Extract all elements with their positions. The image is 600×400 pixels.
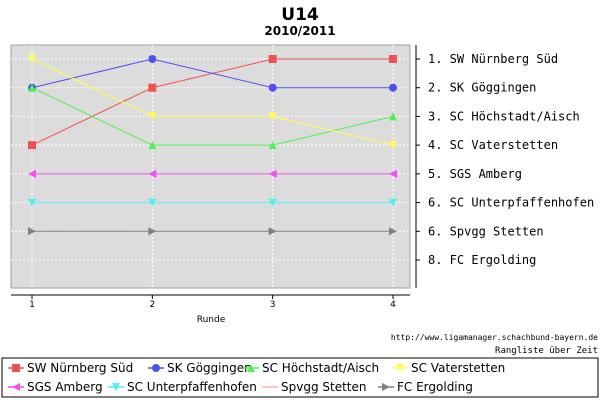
legend-marker [247, 364, 255, 372]
legend-marker [12, 364, 20, 372]
data-point [389, 112, 397, 121]
rank-label: 2. SK Göggingen [428, 81, 536, 95]
data-point [148, 83, 157, 92]
data-point [268, 227, 277, 236]
plot-area [10, 44, 411, 289]
data-point [28, 169, 36, 178]
data-point [148, 55, 157, 63]
data-point [268, 55, 277, 63]
legend-label: SC Vaterstetten [411, 361, 505, 375]
legend-marker [12, 383, 20, 391]
x-axis: 1 2 3 4 [11, 294, 410, 310]
data-point [148, 169, 157, 178]
rank-label: 1. SW Nürnberg Süd [428, 52, 558, 66]
chart-title: U14 [281, 5, 319, 25]
data-point [148, 112, 157, 121]
x-axis-title: Runde [197, 315, 226, 325]
data-point [268, 83, 277, 92]
x-tick-label: 4 [390, 300, 396, 310]
legend-label: FC Ergolding [397, 380, 473, 394]
legend-label: SC Unterpfaffenhofen [127, 380, 257, 394]
data-point [148, 198, 157, 207]
legend: SW Nürnberg Süd SK Göggingen SC Höchstadt/… [8, 361, 505, 394]
series-line [31, 58, 393, 89]
legend-marker [382, 383, 390, 391]
data-point [268, 141, 277, 150]
data-point [28, 227, 36, 236]
data-point [28, 83, 36, 92]
rank-label: 3. SC Höchstadt/Aisch [428, 109, 580, 123]
source-caption: Rangliste über Zeit [495, 346, 598, 356]
rank-label: 5. SGS Amberg [428, 167, 522, 181]
data-point [389, 83, 397, 92]
data-point [389, 141, 397, 150]
legend-marker [152, 364, 160, 372]
series-lines [28, 55, 397, 236]
data-point [389, 55, 397, 63]
data-point [389, 227, 397, 236]
rank-label: 8. FC Ergolding [428, 253, 536, 267]
legend-label: Spvgg Stetten [281, 380, 367, 394]
x-tick-label: 3 [270, 300, 276, 310]
legend-label: SC Höchstadt/Aisch [262, 361, 379, 375]
source-url: http://www.ligamanager.schachbund-bayern… [391, 333, 598, 342]
data-point [28, 198, 36, 207]
rank-label: 4. SC Vaterstetten [428, 138, 558, 152]
series-line [31, 58, 394, 146]
data-point [28, 55, 36, 63]
legend-label: SGS Amberg [27, 380, 103, 394]
rank-label: 6. SC Unterpfaffenhofen [428, 196, 594, 210]
data-point [148, 141, 157, 150]
legend-label: SK Göggingen [167, 361, 252, 375]
data-point [389, 198, 397, 207]
data-point [389, 169, 397, 178]
x-tick-label: 1 [29, 300, 35, 310]
legend-marker [112, 383, 120, 391]
data-point [268, 112, 277, 121]
rank-label: 6. Spvgg Stetten [428, 224, 544, 238]
legend-marker [396, 364, 404, 372]
data-point [268, 198, 277, 207]
x-tick-label: 2 [149, 300, 155, 310]
rank-labels: 1. SW Nürnberg Süd 2. SK Göggingen 3. SC H… [416, 52, 594, 267]
data-point [28, 141, 36, 150]
chart-subtitle: 2010/2011 [264, 24, 335, 38]
data-point [148, 227, 157, 236]
legend-box [1, 357, 599, 398]
legend-label: SW Nürnberg Süd [27, 361, 133, 375]
data-point [268, 169, 277, 178]
